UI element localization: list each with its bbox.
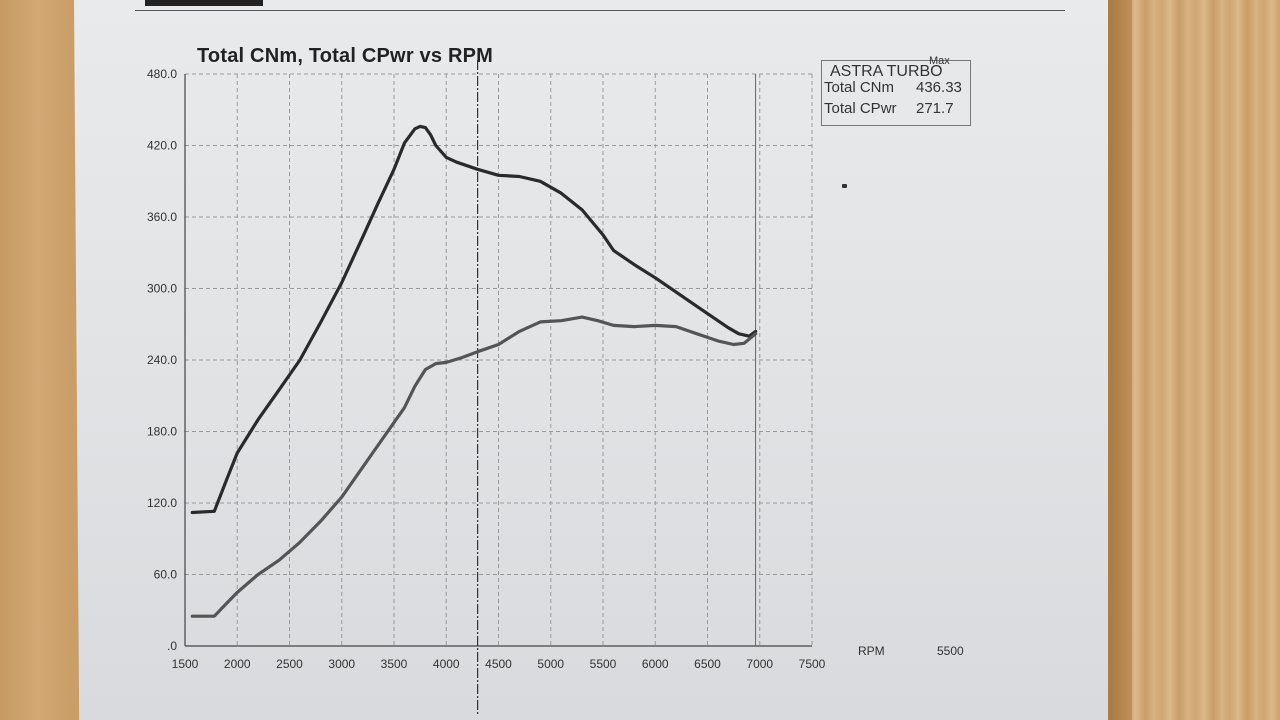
x-tick-label: 5000 xyxy=(537,657,564,671)
legend-name-torque: Total CNm xyxy=(824,79,895,96)
legend-row-torque: Total CNm 436.33 xyxy=(824,79,970,99)
x-tick-label: 3000 xyxy=(328,657,355,671)
x-tick-label: 1500 xyxy=(172,657,199,671)
x-tick-label: 4500 xyxy=(485,657,512,671)
header-logo-block xyxy=(145,0,263,6)
series-line-torque xyxy=(190,124,758,515)
x-tick-label: 7500 xyxy=(799,657,826,671)
x-tick-label: 2500 xyxy=(276,657,303,671)
x-tick-label: 5500 xyxy=(590,657,617,671)
y-tick-label: .0 xyxy=(167,639,177,653)
x-tick-label: 4000 xyxy=(433,657,460,671)
y-tick-label: 480.0 xyxy=(147,67,177,81)
chart-series xyxy=(190,124,758,618)
legend-name-power: Total CPwr xyxy=(824,100,897,117)
y-tick-label: 420.0 xyxy=(147,139,177,153)
x-tick-label: 6000 xyxy=(642,657,669,671)
y-tick-labels: .0 60.0 120.0 180.0 240.0 300.0 360.0 420.0 480.… xyxy=(147,67,177,653)
legend-value-torque: 436.33 xyxy=(916,79,962,96)
legend-row-power: Total CPwr 271.7 xyxy=(824,100,970,120)
x-tick-label: 3500 xyxy=(381,657,408,671)
y-tick-label: 120.0 xyxy=(147,496,177,510)
y-tick-label: 180.0 xyxy=(147,425,177,439)
legend-max-label: Max xyxy=(929,55,950,67)
y-tick-label: 360.0 xyxy=(147,210,177,224)
x-axis-label: RPM xyxy=(858,644,885,658)
x-tick-label: 2000 xyxy=(224,657,251,671)
y-tick-label: 60.0 xyxy=(154,568,178,582)
legend-box: ASTRA TURBO Max Total CNm 436.33 Total C… xyxy=(821,55,971,126)
legend-value-power: 271.7 xyxy=(916,100,954,117)
paper-mark xyxy=(842,184,847,188)
x-tick-label: 6500 xyxy=(694,657,721,671)
legend-title: ASTRA TURBO xyxy=(830,63,943,80)
x-tick-labels: 1500 2000 2500 3000 3500 4000 4500 5000 5500 6000… xyxy=(172,657,826,671)
x-tick-label: 7000 xyxy=(746,657,773,671)
chart-title: Total CNm, Total CPwr vs RPM xyxy=(197,45,494,67)
y-tick-label: 240.0 xyxy=(147,353,177,367)
extra-axis-value: 5500 xyxy=(937,644,964,658)
header-bar xyxy=(135,0,1065,11)
series-line-power xyxy=(190,315,758,618)
y-tick-label: 300.0 xyxy=(147,282,177,296)
